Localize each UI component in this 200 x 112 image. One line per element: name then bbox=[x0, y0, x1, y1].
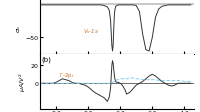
Y-axis label: $\sigma_b$: $\sigma_b$ bbox=[15, 24, 23, 32]
Text: (b): (b) bbox=[42, 56, 51, 63]
X-axis label: photon energy (eV): photon energy (eV) bbox=[86, 63, 148, 68]
Y-axis label: $\mu A/V^2$: $\mu A/V^2$ bbox=[18, 72, 28, 91]
Text: $V_s$-1s: $V_s$-1s bbox=[83, 27, 99, 36]
Text: $\Gamma$-2p$_t$: $\Gamma$-2p$_t$ bbox=[59, 70, 75, 79]
